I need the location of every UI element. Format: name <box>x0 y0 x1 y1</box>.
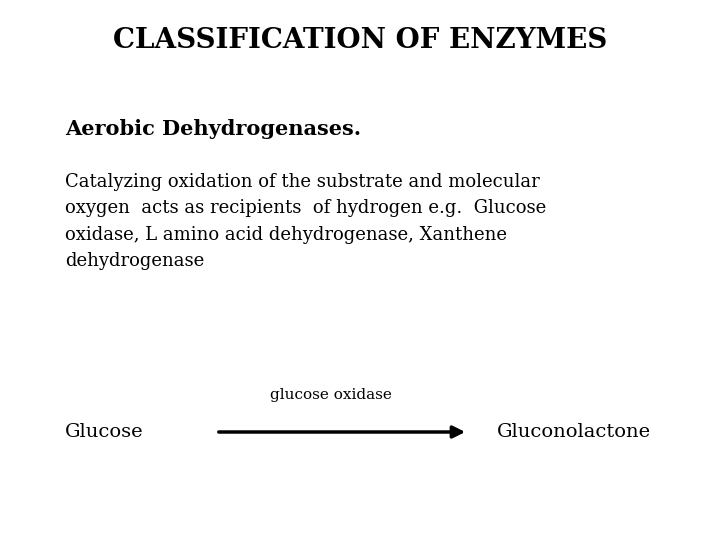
Text: Aerobic Dehydrogenases.: Aerobic Dehydrogenases. <box>65 119 361 139</box>
Text: Catalyzing oxidation of the substrate and molecular
oxygen  acts as recipients  : Catalyzing oxidation of the substrate an… <box>65 173 546 270</box>
Text: Glucose: Glucose <box>65 423 143 441</box>
Text: glucose oxidase: glucose oxidase <box>270 388 392 402</box>
Text: Gluconolactone: Gluconolactone <box>497 423 651 441</box>
Text: CLASSIFICATION OF ENZYMES: CLASSIFICATION OF ENZYMES <box>113 27 607 54</box>
